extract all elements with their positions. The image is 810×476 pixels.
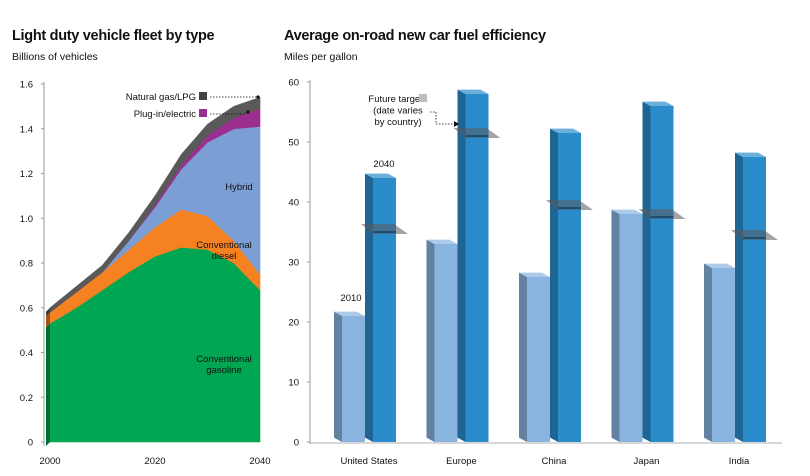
bar-2040 (743, 157, 766, 442)
legend-dot (246, 110, 250, 114)
bar-2040-top (550, 128, 581, 133)
bar-2040-side (365, 173, 373, 442)
bar-2040-side (642, 101, 651, 442)
right-y-tick-label: 20 (288, 318, 299, 329)
area-label: diesel (212, 251, 237, 262)
bar-2040-top (365, 173, 396, 178)
future-targets-label: by country) (375, 117, 422, 128)
future-targets-label: (date varies (373, 106, 423, 117)
bar-2010-top (426, 239, 458, 244)
left-y-tick-label: 1.2 (20, 169, 33, 180)
category-label: China (542, 456, 568, 467)
right-y-tick-label: 40 (288, 198, 299, 209)
right-y-axis-label: Miles per gallon (284, 51, 358, 63)
future-targets-swatch (419, 94, 427, 102)
left-y-tick-label: 1.0 (20, 214, 33, 225)
bar-2010-side (334, 311, 342, 442)
bar-2040-side (550, 128, 558, 442)
future-target-slab (546, 200, 593, 210)
bar-2040 (650, 106, 674, 442)
category-label: Japan (634, 456, 660, 467)
year-label-2040: 2040 (373, 159, 394, 170)
area-side-conventional-gasoline (46, 323, 50, 446)
left-y-tick-label: 0.2 (20, 393, 33, 404)
right-y-tick-label: 30 (288, 258, 299, 269)
left-y-tick-label: 0.6 (20, 303, 33, 314)
left-x-tick-label: 2020 (144, 456, 165, 467)
bar-2040-side (735, 152, 743, 442)
future-target-slab (453, 128, 501, 138)
bar-2040 (373, 178, 396, 442)
future-targets-arrow (454, 121, 459, 127)
bar-2040-top (735, 152, 766, 157)
left-y-tick-label: 0.8 (20, 259, 33, 270)
right-y-tick-label: 50 (288, 138, 299, 149)
left-y-tick-label: 1.6 (20, 80, 33, 91)
future-target-slab (638, 209, 686, 219)
bar-2010-top (611, 209, 643, 214)
area-label: Hybrid (225, 182, 252, 193)
legend-label: Plug-in/electric (134, 109, 197, 120)
left-x-tick-label: 2040 (249, 456, 270, 467)
future-target-slab (731, 230, 778, 240)
right-y-tick-label: 0 (294, 438, 299, 449)
legend-label: Natural gas/LPG (126, 92, 196, 103)
bar-2010-side (611, 209, 620, 442)
right-y-tick-label: 60 (288, 78, 299, 89)
bar-2010 (434, 244, 458, 442)
left-y-axis-label: Billions of vehicles (12, 51, 98, 63)
bar-2040 (558, 133, 581, 442)
bar-2010 (619, 214, 643, 442)
area-side-conventional-diesel (46, 312, 50, 328)
bar-2010-side (426, 239, 435, 442)
bar-2040-top (642, 101, 674, 106)
bar-2040 (465, 94, 489, 442)
category-label: United States (340, 456, 397, 467)
future-targets-leader (430, 111, 454, 125)
bar-2010-top (519, 272, 550, 277)
future-targets-label: Future targets (368, 94, 427, 105)
bar-2010-top (704, 263, 735, 268)
bar-2010-top (334, 311, 365, 316)
bar-2040-side (457, 89, 466, 442)
left-x-tick-label: 2000 (39, 456, 60, 467)
bar-2010-side (704, 263, 712, 442)
legend-dot (256, 95, 260, 99)
left-y-tick-label: 0.4 (20, 348, 33, 359)
right-chart-title: Average on-road new car fuel efficiency (284, 28, 546, 44)
bar-2010 (527, 277, 550, 442)
area-natural-gas-lpg (49, 97, 261, 313)
area-label: Conventional (196, 240, 251, 251)
year-label-2010: 2010 (340, 293, 361, 304)
legend-swatch (199, 92, 207, 100)
left-y-tick-label: 0 (28, 438, 33, 449)
bar-2040-top (457, 89, 489, 94)
left-y-tick-label: 1.4 (20, 124, 33, 135)
area-label: gasoline (206, 365, 241, 376)
future-target-slab (361, 224, 408, 234)
area-conventional-gasoline (49, 247, 261, 443)
category-label: India (729, 456, 750, 467)
bar-2010 (342, 316, 365, 442)
area-side-natural-gas-lpg (46, 307, 50, 317)
area-label: Conventional (196, 354, 251, 365)
bar-2010-side (519, 272, 527, 442)
right-y-tick-label: 10 (288, 378, 299, 389)
bar-2010 (712, 268, 735, 442)
category-label: Europe (446, 456, 477, 467)
left-chart-title: Light duty vehicle fleet by type (12, 28, 215, 44)
legend-swatch (199, 109, 207, 117)
